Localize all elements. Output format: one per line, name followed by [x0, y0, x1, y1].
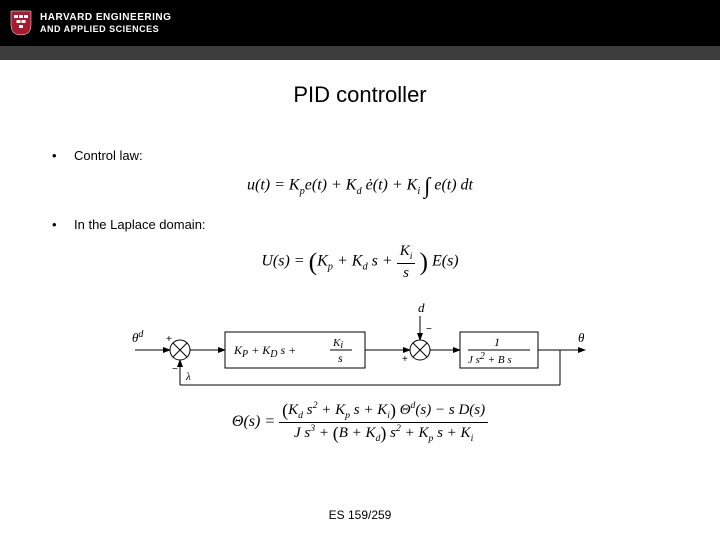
svg-text:d: d [418, 300, 425, 315]
bullet-2-text: In the Laplace domain: [74, 217, 206, 232]
svg-text:Ki: Ki [332, 337, 343, 351]
svg-text:J s2 + B s: J s2 + B s [468, 351, 512, 366]
logo-line-2: AND APPLIED SCIENCES [40, 24, 171, 35]
svg-text:λ: λ [185, 371, 191, 383]
bullet-1: • Control law: [52, 148, 668, 163]
content-area: • Control law: u(t) = Kpe(t) + Kd ė(t) +… [0, 108, 720, 445]
harvard-shield-icon [10, 10, 32, 36]
equation-control-law: u(t) = Kpe(t) + Kd ė(t) + Ki ∫ e(t) dt [52, 173, 668, 199]
logo-line-1: HARVARD ENGINEERING [40, 12, 171, 24]
header-bar: HARVARD ENGINEERING AND APPLIED SCIENCES [0, 0, 720, 46]
bullet-dot-icon: • [52, 148, 74, 163]
slide-title: PID controller [0, 82, 720, 108]
svg-text:1: 1 [494, 335, 500, 349]
header-logo-text: HARVARD ENGINEERING AND APPLIED SCIENCES [40, 12, 171, 35]
svg-text:s: s [338, 351, 343, 365]
svg-text:+: + [402, 354, 408, 365]
equation-laplace: U(s) = (Kp + Kd s + Kis ) E(s) [52, 242, 668, 282]
svg-text:−: − [172, 364, 178, 375]
bullet-dot-icon: • [52, 217, 74, 232]
bullet-1-text: Control law: [74, 148, 143, 163]
svg-text:−: − [426, 324, 432, 335]
bullet-2: • In the Laplace domain: [52, 217, 668, 232]
svg-text:θ: θ [578, 330, 585, 345]
footer-text: ES 159/259 [0, 508, 720, 522]
header-grey-bar [0, 46, 720, 60]
block-diagram: θd + − KP + KD s + Ki s d − + [130, 300, 590, 390]
svg-text:θd: θd [132, 329, 144, 345]
svg-text:+: + [166, 334, 172, 345]
equation-transfer-function: Θ(s) = (Kd s2 + Kp s + Ki) Θd(s) − s D(s… [52, 400, 668, 445]
